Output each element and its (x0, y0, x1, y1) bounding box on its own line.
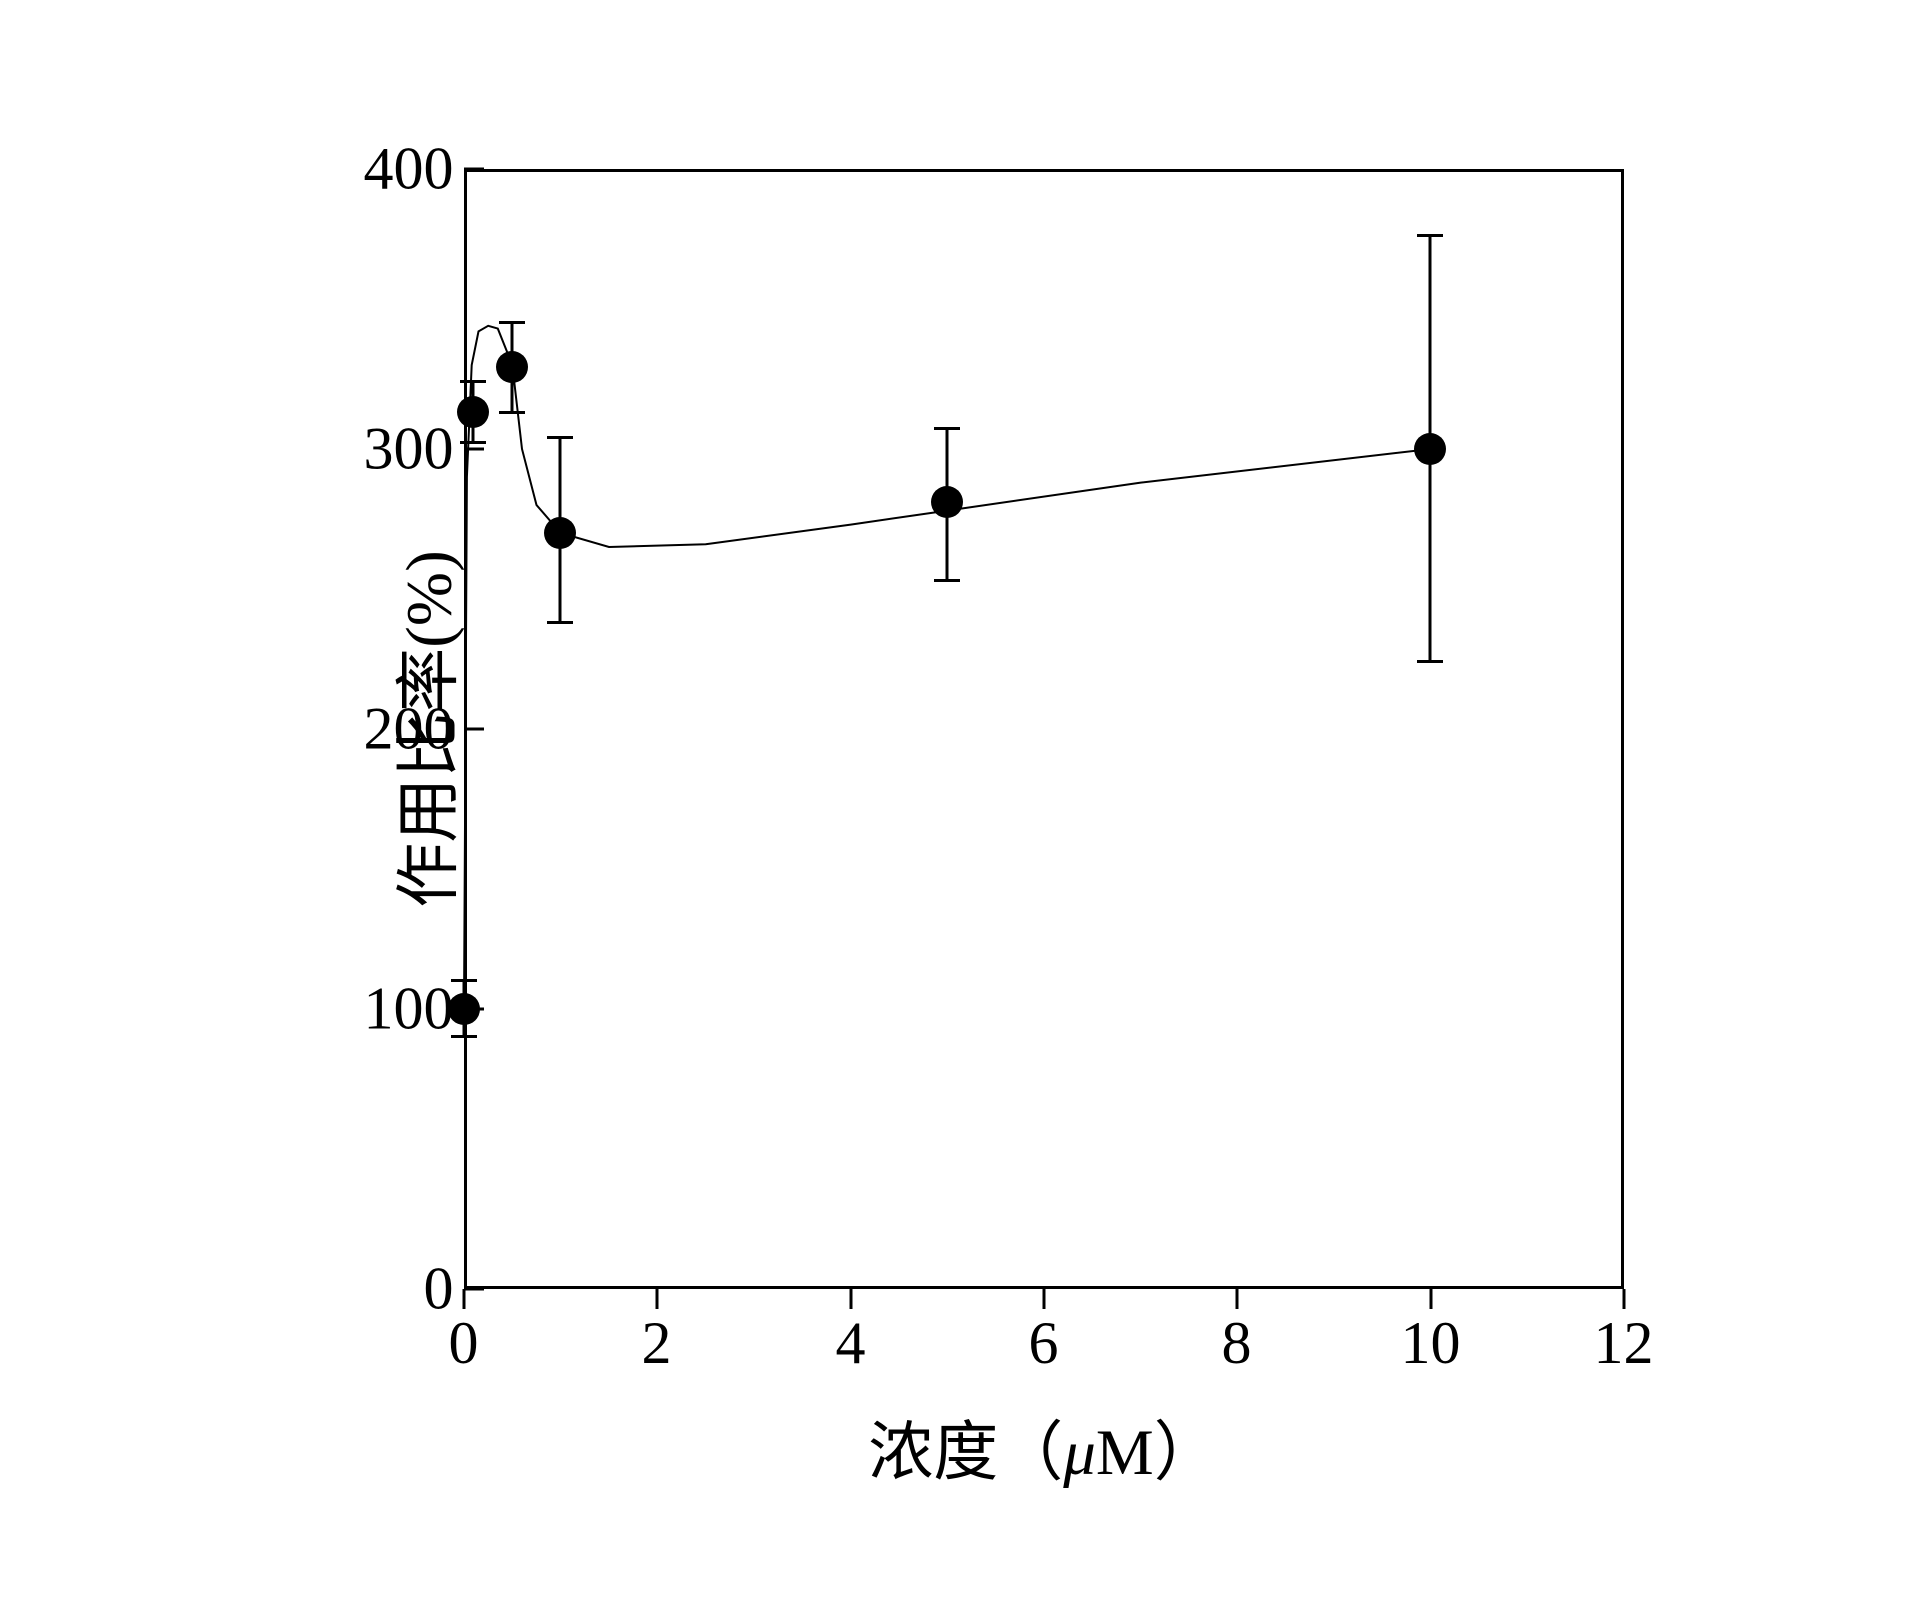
error-cap (460, 441, 486, 444)
x-tick-label: 8 (1222, 1309, 1252, 1378)
data-point (544, 517, 576, 549)
error-cap (1417, 234, 1443, 237)
x-tick-label: 2 (642, 1309, 672, 1378)
x-tick-label: 12 (1594, 1309, 1654, 1378)
data-point (496, 351, 528, 383)
chart-container: 0 100 200 300 400 0 2 4 6 8 10 12 作用比率(%… (204, 99, 1704, 1499)
x-tick-label: 6 (1029, 1309, 1059, 1378)
error-cap (934, 579, 960, 582)
x-axis-title: 浓度（μM） (868, 1399, 1218, 1493)
data-point (931, 486, 963, 518)
x-tick (1622, 1289, 1625, 1309)
y-axis-title: 作用比率(%) (375, 550, 469, 907)
x-tick (1235, 1289, 1238, 1309)
error-cap (451, 979, 477, 982)
x-tick (1042, 1289, 1045, 1309)
error-cap (451, 1035, 477, 1038)
x-tick-label: 10 (1401, 1309, 1461, 1378)
x-tick-label: 4 (836, 1309, 866, 1378)
error-cap (1417, 660, 1443, 663)
y-tick-label: 100 (254, 974, 454, 1043)
y-tick-label: 300 (254, 414, 454, 483)
y-tick-label: 400 (254, 134, 454, 203)
x-tick (655, 1289, 658, 1309)
x-tick-label: 0 (449, 1309, 479, 1378)
x-axis-title-text: 浓度（μM） (868, 1417, 1218, 1489)
error-cap (547, 621, 573, 624)
y-tick-label: 0 (254, 1254, 454, 1323)
data-point (1414, 433, 1446, 465)
error-cap (547, 436, 573, 439)
error-cap (934, 427, 960, 430)
data-point (457, 396, 489, 428)
error-cap (499, 411, 525, 414)
x-tick (849, 1289, 852, 1309)
error-cap (460, 380, 486, 383)
fit-curve (464, 169, 1624, 1289)
error-cap (499, 321, 525, 324)
x-tick (1429, 1289, 1432, 1309)
data-point (448, 993, 480, 1025)
x-tick (462, 1289, 465, 1309)
